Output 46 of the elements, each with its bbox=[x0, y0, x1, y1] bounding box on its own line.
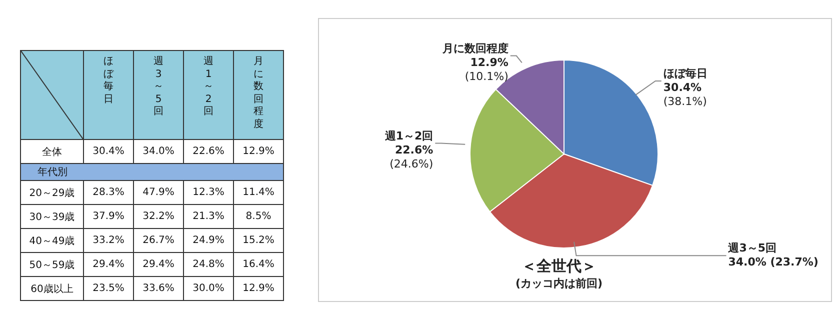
y-tick-label: 年代別 bbox=[38, 167, 68, 178]
data-label: 15.2% bbox=[242, 235, 274, 246]
slice-label: 週1～2回 bbox=[384, 129, 434, 142]
data-label: 30.4% bbox=[92, 146, 124, 157]
data-label: 24.9% bbox=[192, 235, 224, 246]
x-tick-label: 月に数回程度 bbox=[254, 56, 264, 131]
data-label: 47.9% bbox=[142, 187, 174, 198]
data-label: 16.4% bbox=[242, 259, 274, 270]
data-label: 12.9% bbox=[242, 283, 274, 294]
data-label: 24.8% bbox=[192, 259, 224, 270]
slice-label: 週3～5回 bbox=[727, 242, 777, 255]
slice-label: 月に数回程度 bbox=[441, 42, 508, 55]
data-label: 29.4% bbox=[142, 259, 174, 270]
data-label: 37.9% bbox=[92, 211, 124, 222]
y-tick-label: 全体 bbox=[42, 146, 62, 158]
data-label: 22.6% (24.6%) bbox=[390, 143, 434, 170]
data-label: 12.3% bbox=[192, 187, 224, 198]
y-tick-label: 50～59歳 bbox=[29, 258, 75, 272]
y-tick-label: 60歳以上 bbox=[30, 282, 74, 296]
data-label: 21.3% bbox=[192, 211, 224, 222]
data-label: 32.2% bbox=[142, 211, 174, 222]
y-tick-label: 20～29歳 bbox=[29, 186, 75, 200]
data-label: 34.0% bbox=[142, 146, 174, 157]
text: (カッコ内は前回) bbox=[514, 276, 604, 291]
data-label: 11.4% bbox=[242, 187, 274, 198]
x-tick-label: 週3～5回 bbox=[154, 56, 164, 118]
data-label: 23.5% bbox=[92, 283, 124, 294]
data-label: 12.9% bbox=[242, 146, 274, 157]
y-tick-label: 30～39歳 bbox=[29, 210, 75, 224]
slice-label: ほぼ毎日 bbox=[663, 66, 708, 80]
data-label: 29.4% bbox=[92, 259, 124, 270]
data-label: 28.3% bbox=[92, 187, 124, 198]
data-label: 8.5% bbox=[246, 211, 272, 222]
data-label: 30.0% bbox=[192, 283, 224, 294]
text: ＜全世代＞ bbox=[520, 257, 598, 276]
group-heading-row: 年代別 bbox=[20, 164, 284, 181]
data-label: 33.6% bbox=[142, 283, 174, 294]
x-tick-label: 週1～2回 bbox=[204, 56, 214, 118]
data-label: 22.6% bbox=[192, 146, 224, 157]
y-tick-label: 40～49歳 bbox=[29, 234, 75, 248]
data-label: 26.7% bbox=[142, 235, 174, 246]
data-label: 30.4% (38.1%) bbox=[663, 80, 707, 108]
data-label: 33.2% bbox=[92, 235, 124, 246]
data-label: 34.0% (23.7%) bbox=[728, 256, 818, 269]
x-tick-label: ほぼ毎日 bbox=[104, 56, 114, 106]
data-label: 12.9% (10.1%) bbox=[464, 56, 508, 83]
